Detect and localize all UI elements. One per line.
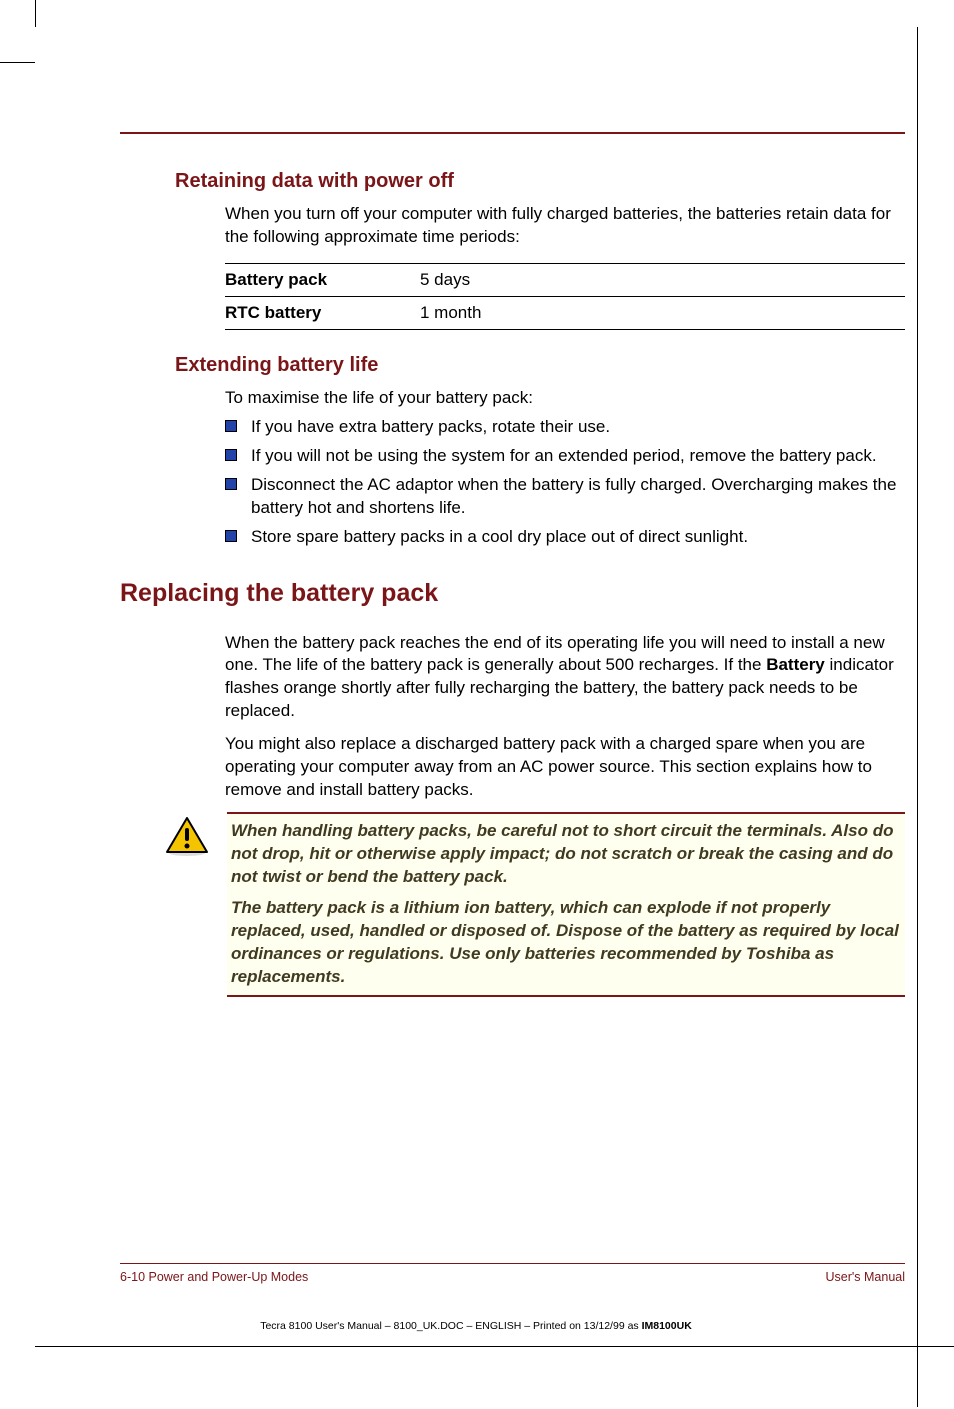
bullet-icon [225,420,237,432]
table-value: 5 days [420,270,470,290]
bullet-icon [225,478,237,490]
table-key: Battery pack [225,270,420,290]
heading-retaining-data: Retaining data with power off [175,170,905,193]
header-rule [120,132,905,134]
text-bold: Battery [766,655,825,674]
list-item: If you have extra battery packs, rotate … [225,416,905,439]
page-frame: Retaining data with power off When you t… [35,27,918,1347]
heading-replacing-battery: Replacing the battery pack [120,579,905,608]
imprint-text: Tecra 8100 User's Manual – 8100_UK.DOC –… [260,1320,641,1332]
list-item: If you will not be using the system for … [225,445,905,468]
imprint-line: Tecra 8100 User's Manual – 8100_UK.DOC –… [35,1320,917,1332]
bullet-list: If you have extra battery packs, rotate … [225,416,905,549]
list-item: Store spare battery packs in a cool dry … [225,526,905,549]
table-value: 1 month [420,303,481,323]
footer-rule [120,1263,905,1264]
list-item-text: If you have extra battery packs, rotate … [251,416,905,439]
table-key: RTC battery [225,303,420,323]
footer-right: User's Manual [826,1270,906,1284]
footer-row: 6-10 Power and Power-Up Modes User's Man… [120,1270,905,1284]
page-footer: 6-10 Power and Power-Up Modes User's Man… [120,1263,905,1284]
paragraph: When the battery pack reaches the end of… [225,632,905,724]
heading-extending-life: Extending battery life [175,354,905,377]
crop-mark [917,1347,918,1407]
bullet-icon [225,449,237,461]
list-item: Disconnect the AC adaptor when the batte… [225,474,905,520]
list-item-text: Store spare battery packs in a cool dry … [251,526,905,549]
warning-text: When handling battery packs, be careful … [231,820,901,889]
warning-icon [165,816,209,997]
warning-text: The battery pack is a lithium ion batter… [231,897,901,989]
paragraph: You might also replace a discharged batt… [225,733,905,802]
imprint-bold: IM8100UK [642,1320,692,1332]
table-row: RTC battery 1 month [225,296,905,330]
crop-mark [918,1346,954,1347]
paragraph: When you turn off your computer with ful… [225,203,905,249]
footer-left: 6-10 Power and Power-Up Modes [120,1270,308,1284]
crop-mark [35,0,36,27]
crop-mark [0,62,35,63]
warning-block: When handling battery packs, be careful … [165,812,905,997]
warning-box: When handling battery packs, be careful … [227,812,905,997]
list-item-text: Disconnect the AC adaptor when the batte… [251,474,905,520]
table-row: Battery pack 5 days [225,263,905,296]
paragraph: To maximise the life of your battery pac… [225,387,905,410]
list-item-text: If you will not be using the system for … [251,445,905,468]
content-area: Retaining data with power off When you t… [120,132,905,1017]
bullet-icon [225,530,237,542]
retention-table: Battery pack 5 days RTC battery 1 month [225,263,905,330]
